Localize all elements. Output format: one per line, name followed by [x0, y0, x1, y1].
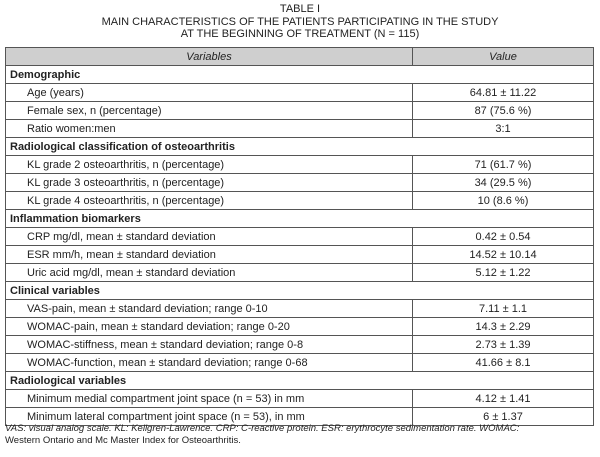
table-row: CRP mg/dl, mean ± standard deviation 0.42… — [5, 227, 594, 246]
variable-cell: Minimum lateral compartment joint space … — [5, 407, 413, 426]
table-title-line1: MAIN CHARACTERISTICS OF THE PATIENTS PAR… — [101, 15, 499, 28]
value-cell: 10 (8.6 %) — [412, 191, 594, 210]
header-variables: Variables — [5, 47, 413, 66]
table-row: Ratio women:men 3:1 — [5, 119, 594, 138]
value-cell: 71 (61.7 %) — [412, 155, 594, 174]
footnote-line1: VAS: visual analog scale. KL: Kellgren-L… — [5, 423, 520, 434]
variable-cell: Minimum medial compartment joint space (… — [5, 389, 413, 408]
section-title: Radiological classification of osteoarth… — [5, 137, 594, 156]
table-caption: TABLE I MAIN CHARACTERISTICS OF THE PATI… — [0, 0, 600, 41]
table-row: ESR mm/h, mean ± standard deviation 14.52… — [5, 245, 594, 264]
section-title: Clinical variables — [5, 281, 594, 300]
variable-cell: WOMAC-stiffness, mean ± standard deviati… — [5, 335, 413, 354]
table-row: KL grade 2 osteoarthritis, n (percentage… — [5, 155, 594, 174]
table-body: Demographic Age (years) 64.81 ± 11.22 Femal… — [5, 65, 594, 426]
table-title-line2: AT THE BEGINNING OF TREATMENT (N = 115) — [180, 28, 420, 40]
header-value: Value — [412, 47, 594, 66]
table-row: WOMAC-function, mean ± standard deviatio… — [5, 353, 594, 372]
section-row: Demographic — [5, 65, 594, 84]
table-row: KL grade 4 osteoarthritis, n (percentage… — [5, 191, 594, 210]
header-row: Variables Value — [5, 47, 594, 66]
value-cell: 7.11 ± 1.1 — [412, 299, 594, 318]
section-title: Radiological variables — [5, 371, 594, 390]
table-row: Age (years) 64.81 ± 11.22 — [5, 83, 594, 102]
section-row: Inflammation biomarkers — [5, 209, 594, 228]
table-row: WOMAC-pain, mean ± standard deviation; r… — [5, 317, 594, 336]
characteristics-table: Variables Value Demographic Age (years) 64… — [5, 47, 594, 426]
section-title: Inflammation biomarkers — [5, 209, 594, 228]
value-cell: 6 ± 1.37 — [412, 407, 594, 426]
variable-cell: KL grade 2 osteoarthritis, n (percentage… — [5, 155, 413, 174]
variable-cell: WOMAC-function, mean ± standard deviatio… — [5, 353, 413, 372]
value-cell: 5.12 ± 1.22 — [412, 263, 594, 282]
value-cell: 4.12 ± 1.41 — [412, 389, 594, 408]
value-cell: 34 (29.5 %) — [412, 173, 594, 192]
variable-cell: Female sex, n (percentage) — [5, 101, 413, 120]
value-cell: 14.3 ± 2.29 — [412, 317, 594, 336]
variable-cell: Uric acid mg/dl, mean ± standard deviati… — [5, 263, 413, 282]
table-label: TABLE I — [279, 3, 321, 15]
value-cell: 2.73 ± 1.39 — [412, 335, 594, 354]
value-cell: 3:1 — [412, 119, 594, 138]
variable-cell: KL grade 3 osteoarthritis, n (percentage… — [5, 173, 413, 192]
table-row: WOMAC-stiffness, mean ± standard deviati… — [5, 335, 594, 354]
value-cell: 87 (75.6 %) — [412, 101, 594, 120]
table-row: VAS-pain, mean ± standard deviation; ran… — [5, 299, 594, 318]
value-cell: 0.42 ± 0.54 — [412, 227, 594, 246]
variable-cell: Age (years) — [5, 83, 413, 102]
table-row: Minimum lateral compartment joint space … — [5, 407, 594, 426]
value-cell: 14.52 ± 10.14 — [412, 245, 594, 264]
section-row: Radiological classification of osteoarth… — [5, 137, 594, 156]
footnote: VAS: visual analog scale. KL: Kellgren-L… — [5, 423, 595, 447]
section-row: Radiological variables — [5, 371, 594, 390]
table-row: KL grade 3 osteoarthritis, n (percentage… — [5, 173, 594, 192]
table-row: Female sex, n (percentage) 87 (75.6 %) — [5, 101, 594, 120]
variable-cell: VAS-pain, mean ± standard deviation; ran… — [5, 299, 413, 318]
variable-cell: WOMAC-pain, mean ± standard deviation; r… — [5, 317, 413, 336]
table-row: Minimum medial compartment joint space (… — [5, 389, 594, 408]
value-cell: 64.81 ± 11.22 — [412, 83, 594, 102]
value-cell: 41.66 ± 8.1 — [412, 353, 594, 372]
table-row: Uric acid mg/dl, mean ± standard deviati… — [5, 263, 594, 282]
section-title: Demographic — [5, 65, 594, 84]
footnote-line2: Western Ontario and Mc Master Index for … — [5, 435, 241, 446]
variable-cell: KL grade 4 osteoarthritis, n (percentage… — [5, 191, 413, 210]
section-row: Clinical variables — [5, 281, 594, 300]
variable-cell: CRP mg/dl, mean ± standard deviation — [5, 227, 413, 246]
variable-cell: Ratio women:men — [5, 119, 413, 138]
variable-cell: ESR mm/h, mean ± standard deviation — [5, 245, 413, 264]
